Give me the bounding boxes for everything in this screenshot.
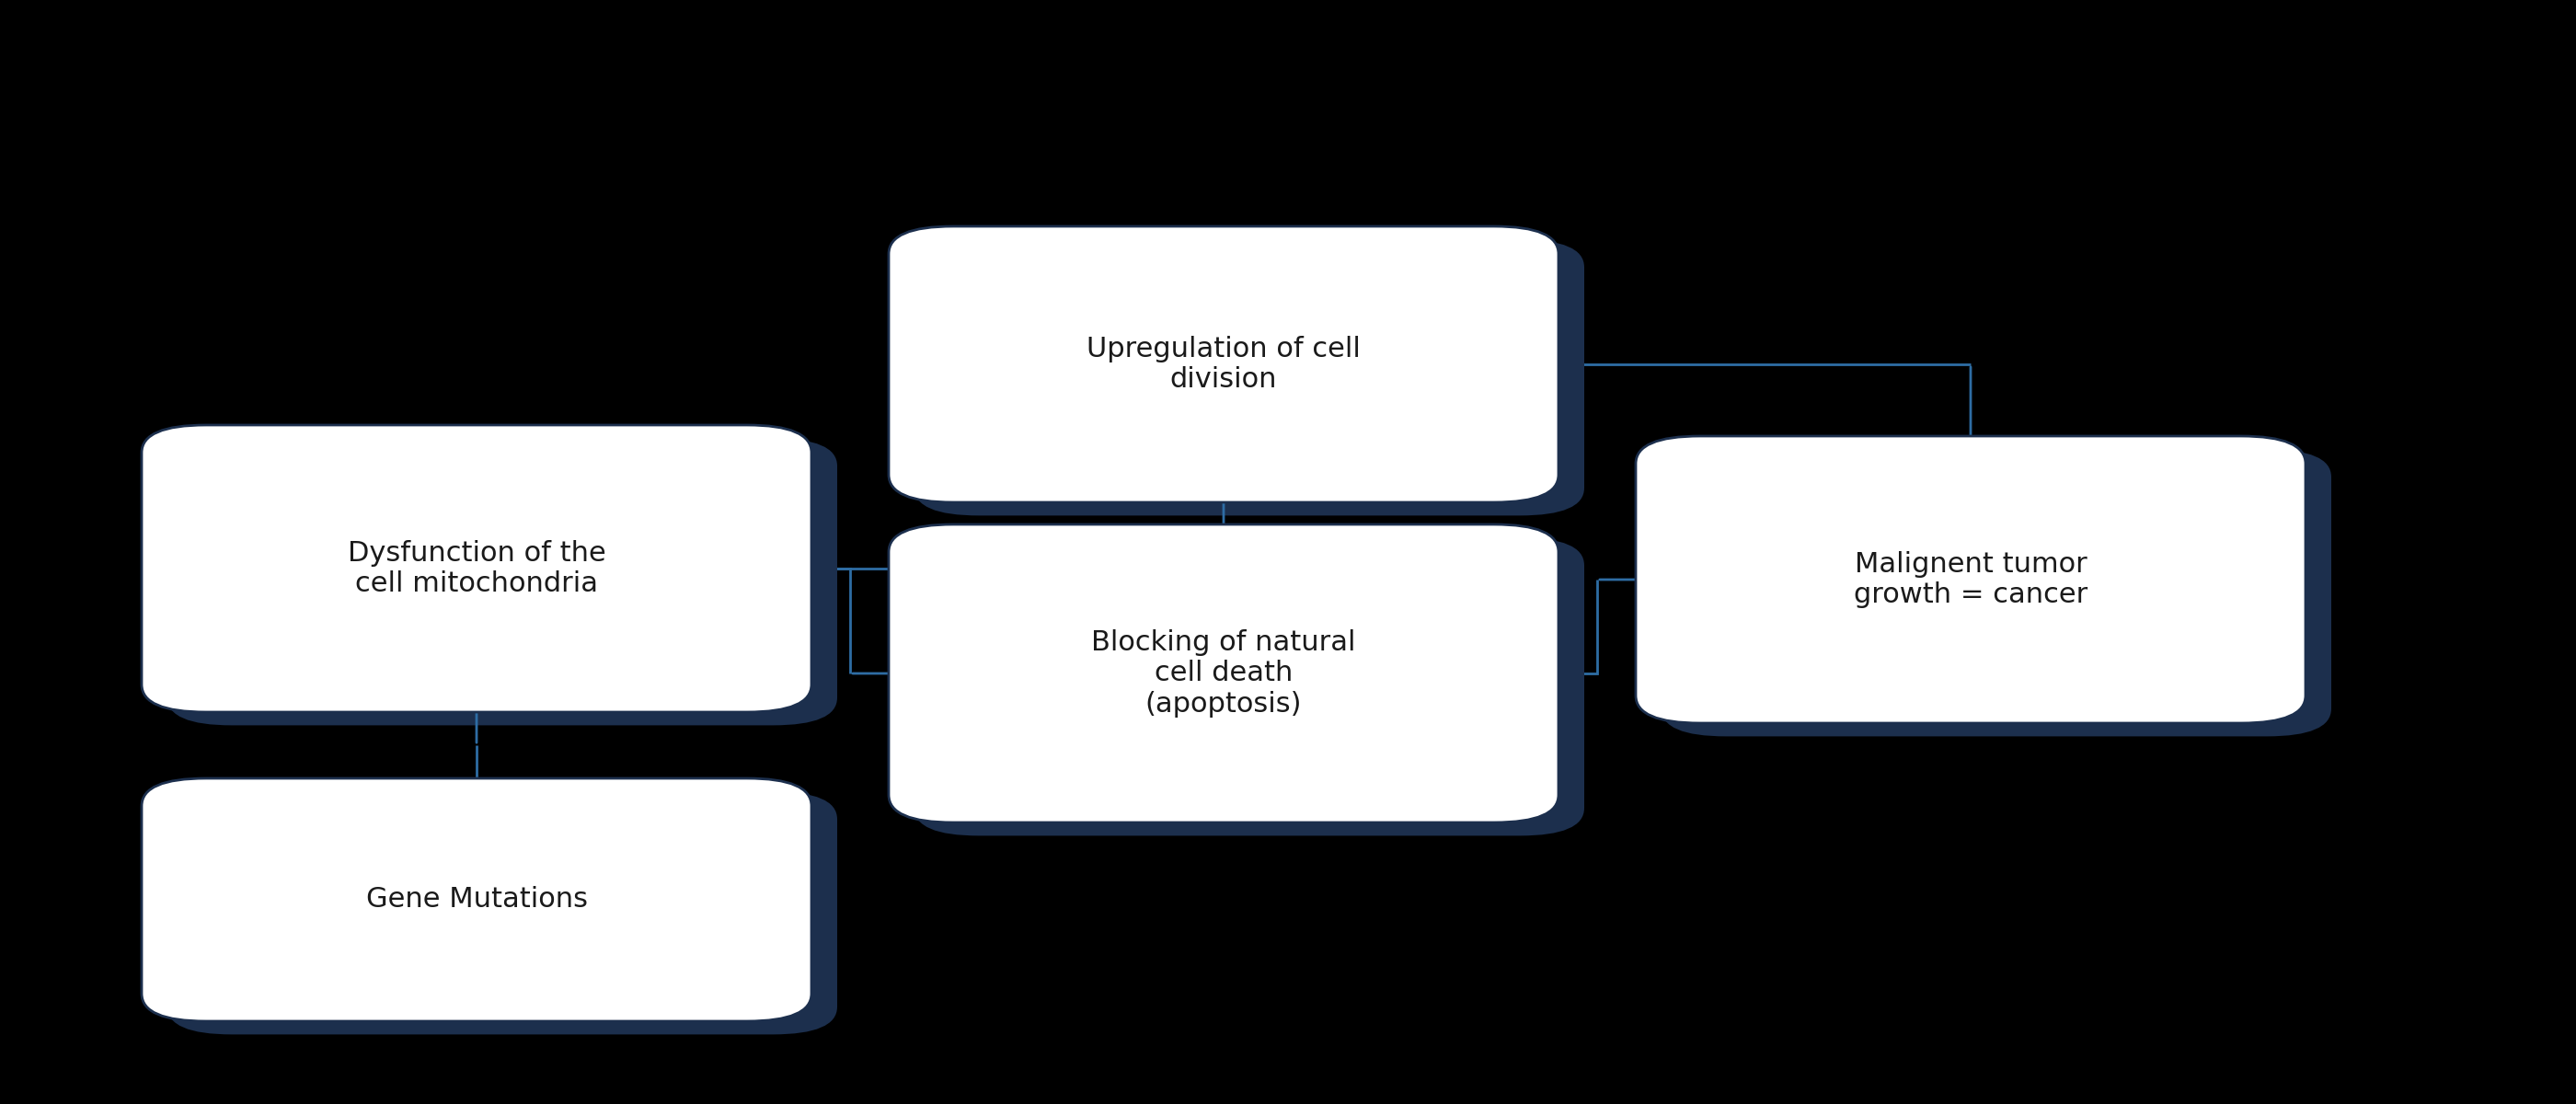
FancyBboxPatch shape (914, 240, 1584, 516)
FancyBboxPatch shape (167, 792, 837, 1034)
Text: Upregulation of cell
division: Upregulation of cell division (1087, 336, 1360, 393)
Text: Malignent tumor
growth = cancer: Malignent tumor growth = cancer (1855, 551, 2087, 608)
FancyBboxPatch shape (167, 438, 837, 725)
FancyBboxPatch shape (1662, 449, 2331, 736)
FancyBboxPatch shape (142, 425, 811, 712)
FancyBboxPatch shape (1636, 436, 2306, 723)
FancyBboxPatch shape (889, 226, 1558, 502)
FancyBboxPatch shape (914, 538, 1584, 836)
Text: Blocking of natural
cell death
(apoptosis): Blocking of natural cell death (apoptosi… (1092, 629, 1355, 718)
Text: Dysfunction of the
cell mitochondria: Dysfunction of the cell mitochondria (348, 540, 605, 597)
FancyBboxPatch shape (142, 778, 811, 1021)
FancyBboxPatch shape (889, 524, 1558, 822)
Text: Gene Mutations: Gene Mutations (366, 887, 587, 913)
